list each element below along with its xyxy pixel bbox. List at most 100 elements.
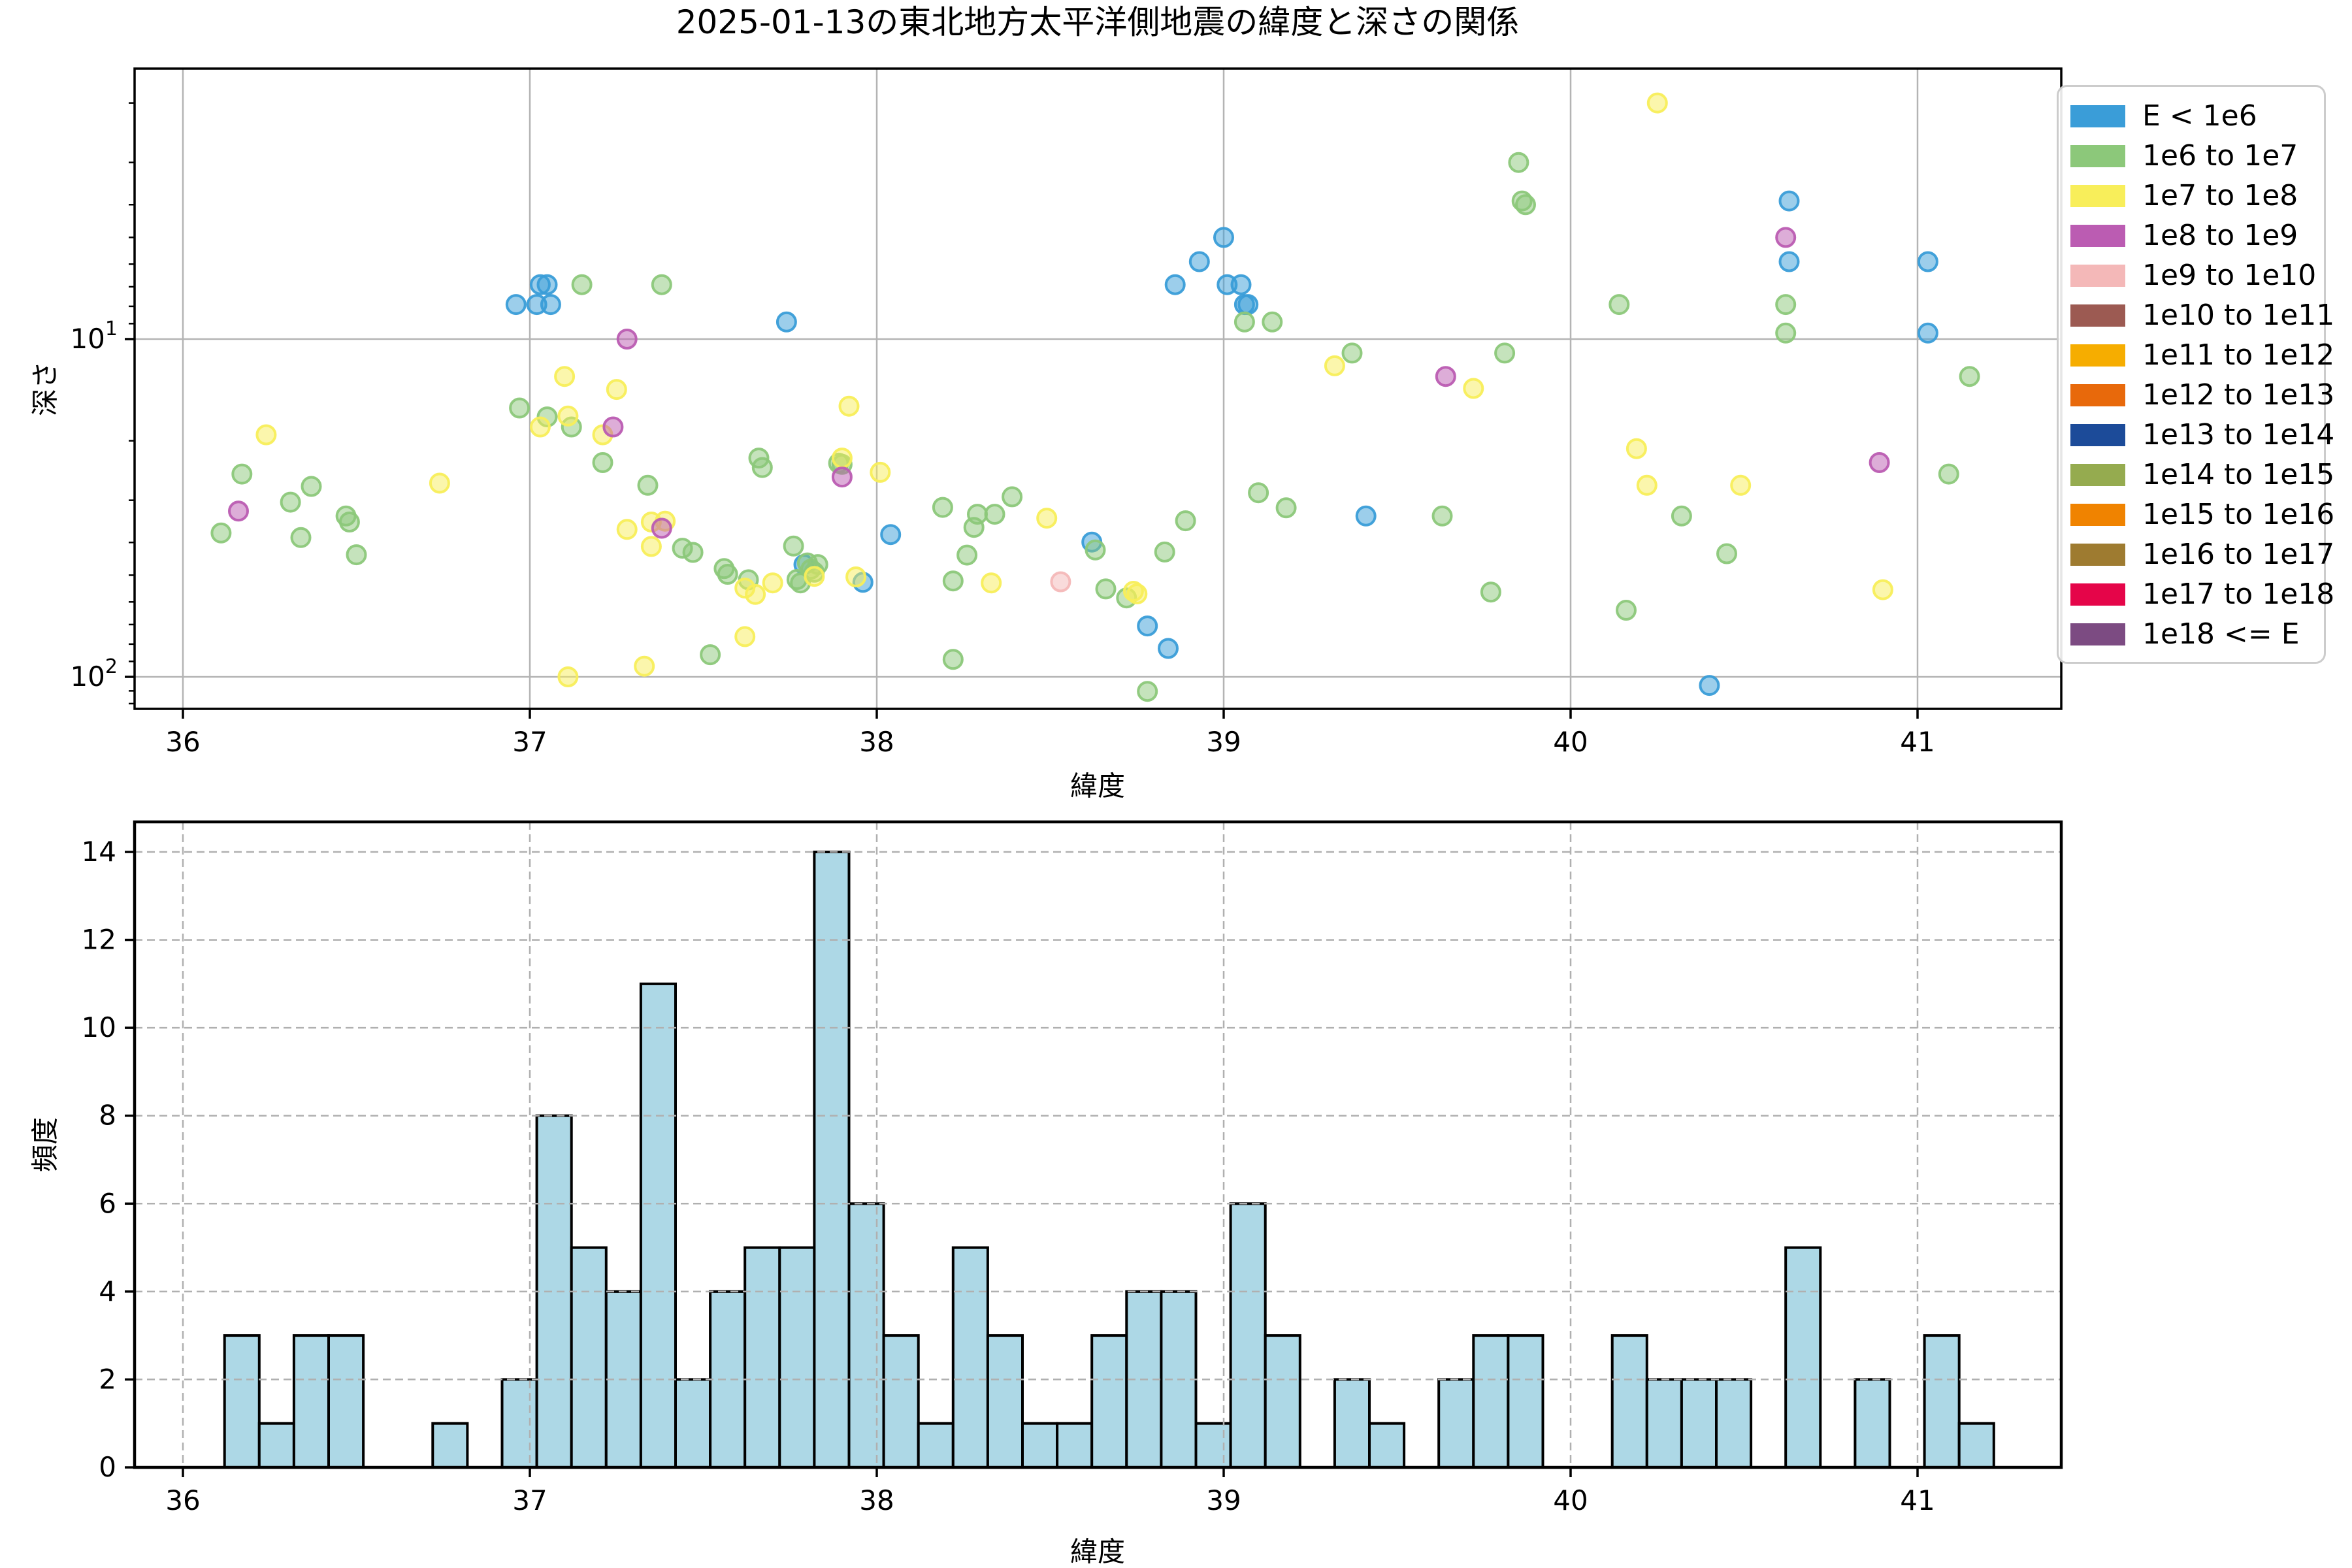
hist-bar (1680, 1378, 1718, 1469)
tick-label: 4 (99, 1275, 116, 1307)
legend-swatch (2070, 184, 2125, 207)
scatter-point (870, 461, 891, 483)
hist-bar (847, 1202, 885, 1469)
scatter-point (571, 274, 593, 295)
legend-swatch (2070, 463, 2125, 486)
scatter-gridlines (135, 69, 2061, 709)
scatter-point (1869, 452, 1890, 473)
hist-bar (1437, 1378, 1475, 1469)
scatter-point (1188, 251, 1210, 272)
tick-label: 36 (165, 1484, 200, 1516)
legend-label: 1e10 to 1e11 (2142, 299, 2335, 332)
legend-swatch (2070, 623, 2125, 645)
scatter-point (1463, 378, 1484, 399)
scatter-point (301, 476, 322, 497)
hist-bar (1368, 1422, 1406, 1469)
scatter-point (429, 472, 450, 494)
scatter-point (1625, 438, 1647, 459)
tick-label: 0 (99, 1451, 116, 1483)
tick-label: 8 (99, 1100, 116, 1132)
scatter-point (1616, 600, 1637, 621)
scatter-point (1213, 227, 1234, 248)
scatter-point (529, 416, 551, 438)
scatter-point (831, 466, 853, 488)
legend-item-4: 1e9 to 1e10 (2059, 255, 2324, 295)
histogram-plot: 36 37 38 39 40 41 0 2 4 6 8 10 12 14 (82, 820, 2063, 1516)
scatter-point (1431, 505, 1453, 527)
scatter-point (616, 329, 638, 350)
scatter-point (290, 527, 312, 548)
hist-bar (1645, 1378, 1683, 1469)
tick-label: 6 (99, 1187, 116, 1219)
legend-item-5: 1e10 to 1e11 (2059, 295, 2334, 335)
scatter-point (831, 448, 853, 469)
legend-label: 1e18 <= E (2142, 617, 2300, 651)
scatter-point (338, 512, 360, 532)
scatter-point (1917, 251, 1938, 272)
hist-bar (1715, 1378, 1753, 1469)
legend-label: 1e16 to 1e17 (2142, 538, 2335, 571)
scatter-point (1137, 615, 1158, 637)
scatter-point (1002, 486, 1023, 508)
hist-bar (1021, 1422, 1059, 1469)
legend-label: 1e9 to 1e10 (2142, 259, 2317, 292)
scatter-point (1036, 508, 1058, 529)
legend-item-10: 1e15 to 1e16 (2059, 495, 2334, 534)
legend-item-9: 1e14 to 1e15 (2059, 455, 2334, 495)
scatter-point (540, 294, 561, 316)
scatter-point (1050, 571, 1071, 593)
hist-xlabel: 緯度 (1070, 1535, 1126, 1568)
log-tick-label: 102 (70, 655, 118, 693)
scatter-point (1917, 322, 1938, 344)
hist-bar (1229, 1202, 1267, 1469)
scatter-point (751, 457, 773, 478)
legend-swatch (2070, 144, 2125, 167)
hist-bar (1056, 1422, 1094, 1469)
legend-item-2: 1e7 to 1e8 (2059, 176, 2324, 216)
hist-xticks (182, 1467, 1919, 1477)
scatter-point (1609, 294, 1630, 316)
legend-item-6: 1e11 to 1e12 (2059, 335, 2334, 375)
scatter-point (509, 397, 531, 419)
scatter-point (1646, 92, 1668, 114)
scatter-point (606, 379, 627, 400)
scatter-point (838, 395, 860, 417)
scatter-xlabel: 緯度 (1070, 770, 1126, 802)
scatter-point (1775, 294, 1797, 316)
scatter-point (1716, 543, 1737, 564)
hist-bar (882, 1334, 920, 1469)
scatter-point (963, 517, 985, 538)
tick-label: 41 (1900, 1484, 1935, 1516)
scatter-point (280, 491, 301, 513)
tick-label: 38 (859, 1484, 894, 1516)
scatter-point (700, 644, 721, 666)
scatter-point (210, 522, 232, 544)
scatter-point (1508, 152, 1529, 173)
scatter-point (804, 566, 825, 587)
legend-item-3: 1e8 to 1e9 (2059, 216, 2324, 255)
scatter-point (1095, 578, 1117, 600)
legend-item-8: 1e13 to 1e14 (2059, 415, 2334, 455)
tick-label: 40 (1553, 1484, 1588, 1516)
hist-bar (327, 1334, 365, 1469)
scatter-point (231, 463, 253, 485)
legend-item-13: 1e18 <= E (2059, 614, 2324, 654)
scatter-point (1275, 497, 1297, 519)
scatter-series-1 (210, 152, 1980, 702)
tick-label: 38 (859, 726, 894, 758)
hist-bar (917, 1422, 955, 1469)
scatter-point (536, 274, 558, 295)
hist-bar (500, 1378, 538, 1469)
hist-gridlines (135, 822, 2061, 1467)
tick-label: 39 (1206, 1484, 1241, 1516)
hist-bar (986, 1334, 1024, 1469)
tick-label: 36 (165, 726, 200, 758)
scatter-point (1248, 482, 1269, 504)
scatter-point (1872, 579, 1893, 600)
scatter-point (745, 583, 766, 605)
hist-bar (951, 1246, 989, 1469)
hist-bar (1507, 1334, 1544, 1469)
scatter-point (554, 366, 576, 387)
tick-label: 2 (99, 1363, 116, 1395)
